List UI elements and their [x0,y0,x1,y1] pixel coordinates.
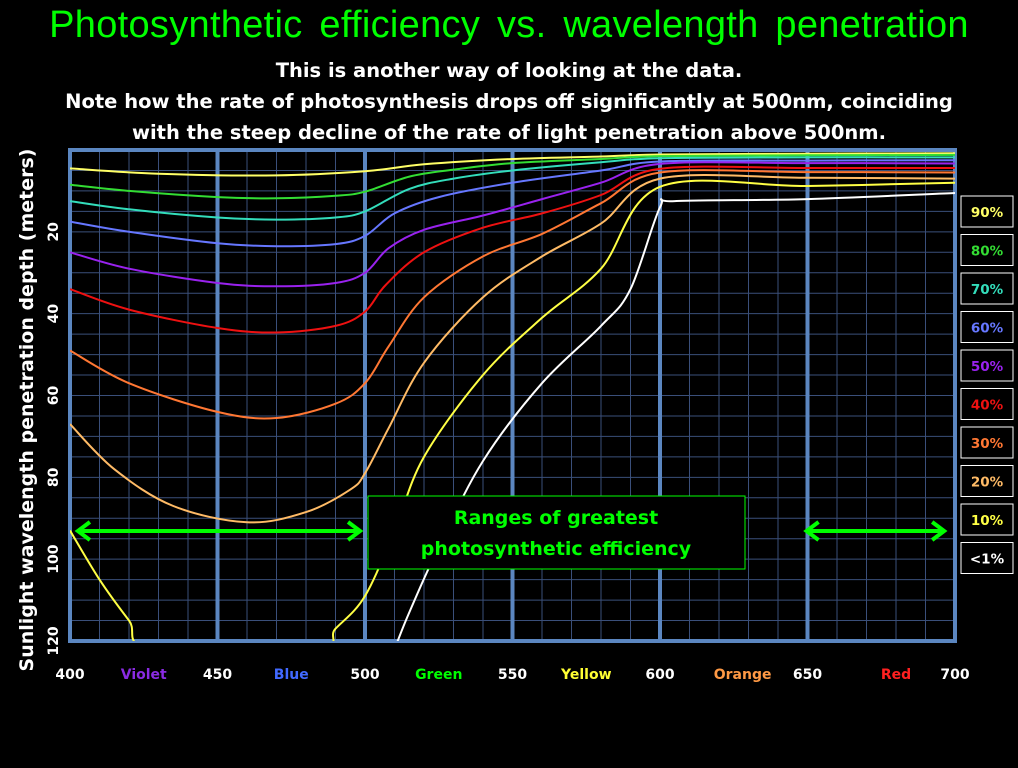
series-line-9 [396,192,955,641]
subtitle-line-3: with the steep decline of the rate of li… [131,121,887,144]
x-tick-label: 550 [498,667,527,683]
x-tick-labels: 400 450 500 550 600 650 700 [55,667,969,683]
band-label-violet: Violet [121,667,167,683]
band-label-orange: Orange [714,667,772,683]
annotation-text-line-2: photosynthetic efficiency [421,538,692,560]
x-tick-label: 600 [645,667,674,683]
subtitle-line-1: This is another way of looking at the da… [275,59,743,82]
y-tick-labels: 20 40 60 80 100 120 [46,222,62,656]
series-line-3 [70,159,955,248]
y-axis-label: Sunlight wavelength penetration depth (m… [16,149,38,672]
series-line-0 [70,152,955,177]
annotation-text-line-1: Ranges of greatest [454,507,658,529]
legend-box [960,503,1014,536]
x-tick-label: 700 [940,667,969,683]
band-label-red: Red [881,667,911,683]
series-line-6 [70,169,955,420]
annotation: Ranges of greatest photosynthetic efficie… [367,495,746,570]
x-tick-label: 500 [350,667,379,683]
legend-box [960,388,1014,420]
annotation-box [367,495,746,570]
y-tick-label: 80 [46,467,62,487]
y-tick-label: 40 [46,304,62,324]
range-arrow-1 [803,520,948,542]
legend-box [960,349,1014,382]
legend-label: 90% [971,205,1004,221]
range-arrow-0 [74,520,364,542]
color-band-labels: Violet Blue Green Yellow Orange Red [121,667,911,683]
legend-label: 30% [971,436,1004,452]
band-label-yellow: Yellow [560,667,612,683]
legend-box [960,426,1014,459]
series-line-5 [70,165,955,334]
x-tick-label: 400 [55,667,84,683]
legend-box [960,272,1014,305]
legend-label: 40% [971,398,1004,414]
series-line-1 [70,153,955,200]
band-label-green: Green [415,667,462,683]
range-arrow-head-right [346,520,364,542]
range-arrow-head-right [930,520,948,542]
y-tick-label: 60 [46,386,62,406]
legend-label: 50% [971,359,1004,375]
range-arrow-head-left [74,520,92,542]
y-tick-label: 120 [46,626,62,655]
series-line-8 [70,179,955,641]
y-tick-label: 20 [46,222,62,242]
legend-box [960,542,1014,574]
series-line-7 [70,174,955,524]
series-line-2 [70,156,955,221]
y-tick-label: 100 [46,544,62,573]
subtitle-line-2: Note how the rate of photosynthesis drop… [65,90,953,113]
legend: 90% 80% 70% 60% 50% 40% 30% 20% 10% <1% [960,195,1014,574]
plot-frame [68,148,957,643]
band-label-blue: Blue [274,667,309,683]
legend-label: 20% [971,475,1004,491]
page-title: Photosynthetic efficiency vs. wavelength… [49,4,969,46]
range-arrow-head-left [803,520,820,542]
legend-label: 70% [971,282,1004,298]
legend-label: <1% [970,552,1005,568]
legend-label: 10% [971,513,1004,529]
legend-box [960,195,1014,228]
legend-box [960,234,1014,266]
x-tick-label: 450 [203,667,232,683]
legend-label: 80% [971,244,1004,260]
legend-box [960,465,1014,497]
legend-label: 60% [971,321,1004,337]
series-line-4 [70,161,955,288]
legend-box [960,311,1014,343]
x-tick-label: 650 [793,667,822,683]
